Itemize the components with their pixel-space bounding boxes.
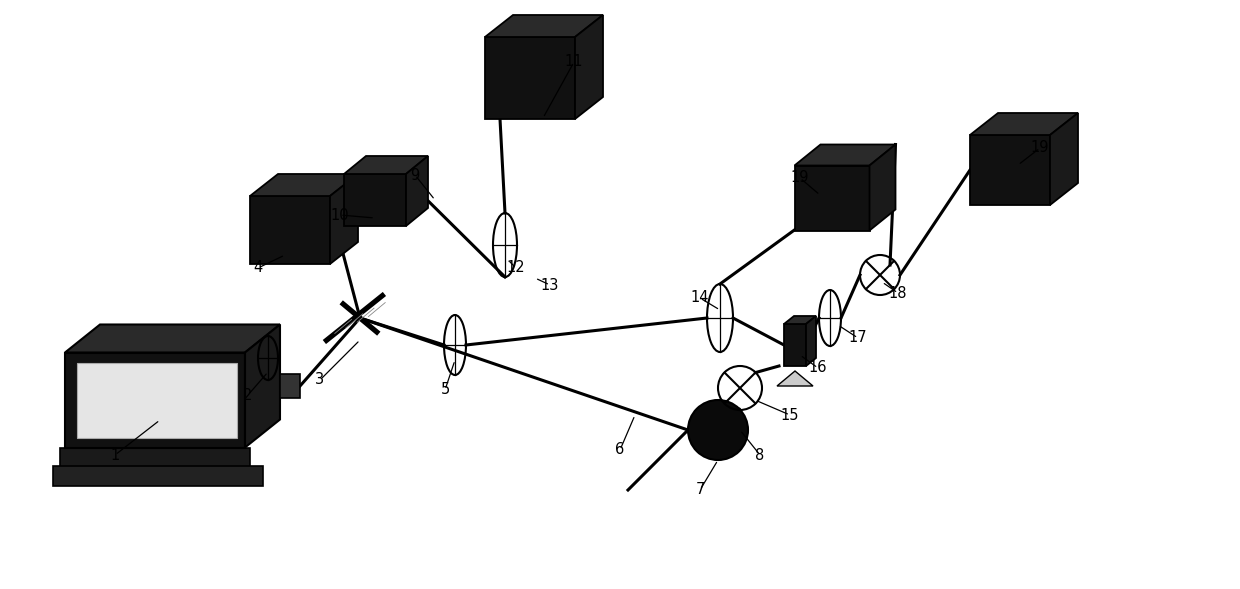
Polygon shape [77,362,237,438]
Text: 3: 3 [315,372,325,388]
Polygon shape [60,448,250,475]
Polygon shape [777,371,813,386]
Polygon shape [806,316,816,366]
Polygon shape [795,166,869,230]
Polygon shape [343,174,405,226]
Text: 13: 13 [541,277,559,293]
Text: 2: 2 [243,388,253,402]
Polygon shape [784,324,806,366]
Text: 7: 7 [696,482,704,498]
Polygon shape [64,352,246,448]
Text: 17: 17 [848,330,867,346]
Text: 14: 14 [691,290,709,306]
Text: 15: 15 [781,408,800,422]
Polygon shape [485,15,603,37]
Polygon shape [795,144,895,166]
Text: 19: 19 [1030,141,1049,155]
Text: 18: 18 [889,286,908,300]
Polygon shape [246,325,280,448]
Text: 6: 6 [615,442,625,458]
Circle shape [688,400,748,460]
Polygon shape [970,113,1078,135]
Text: 1: 1 [110,448,119,462]
Text: 10: 10 [331,207,350,223]
Text: 8: 8 [755,448,765,462]
Polygon shape [250,196,330,264]
Polygon shape [784,316,816,324]
Polygon shape [343,156,428,174]
Polygon shape [64,325,280,352]
Polygon shape [250,174,358,196]
Polygon shape [1050,113,1078,205]
Text: 19: 19 [791,170,810,186]
Polygon shape [53,465,263,485]
Polygon shape [869,144,895,230]
Polygon shape [330,174,358,264]
Text: 4: 4 [253,260,263,276]
Text: 16: 16 [808,360,827,376]
Polygon shape [280,374,300,398]
Text: 11: 11 [564,55,583,70]
Polygon shape [485,37,575,119]
Text: 9: 9 [410,167,419,183]
Text: 12: 12 [507,260,526,276]
Polygon shape [405,156,428,226]
Text: 5: 5 [440,382,450,398]
Polygon shape [575,15,603,119]
Polygon shape [970,135,1050,205]
